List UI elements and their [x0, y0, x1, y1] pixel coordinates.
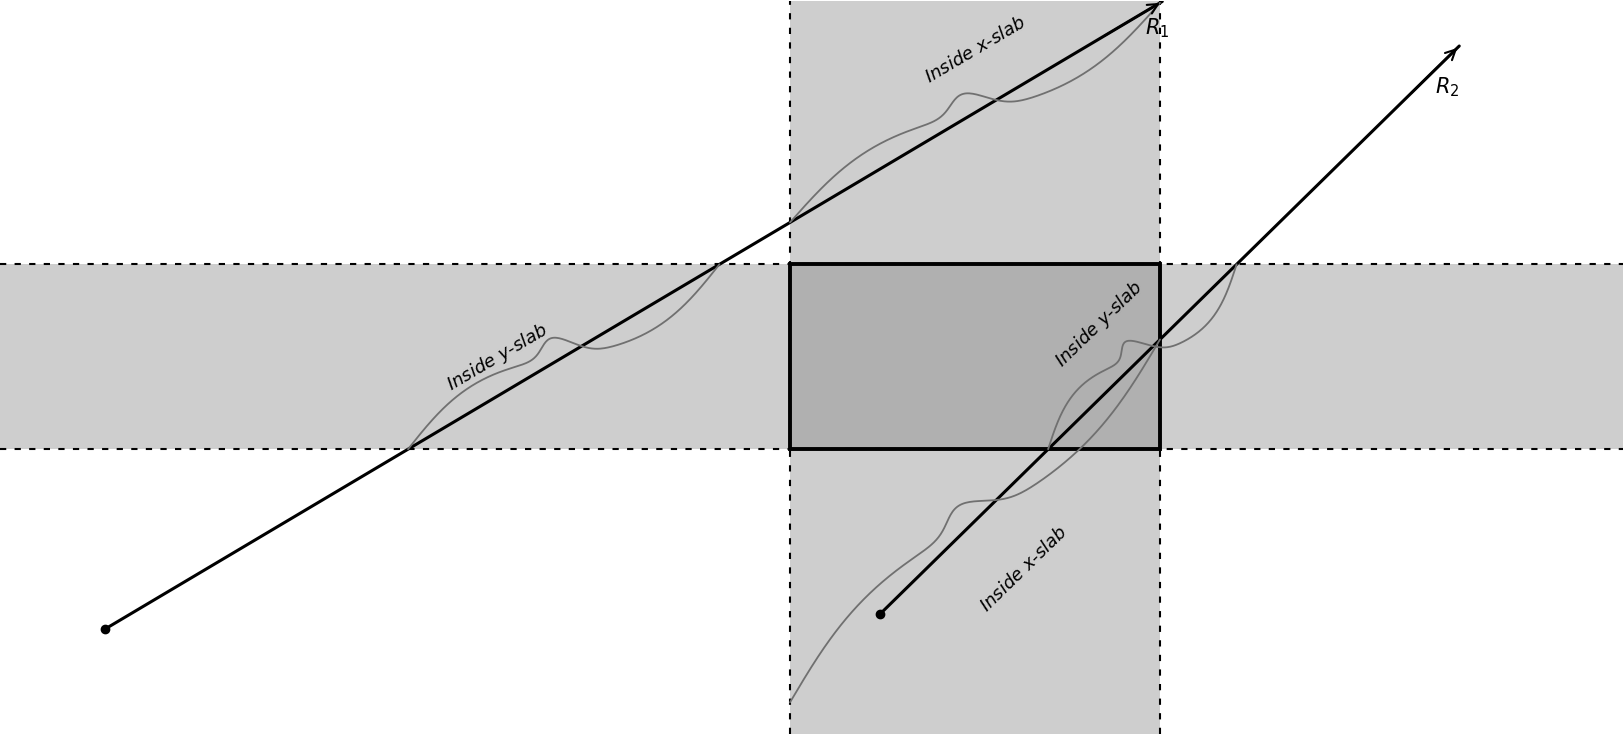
Text: $R_1$: $R_1$ [1144, 16, 1169, 40]
Bar [789, 264, 1159, 449]
Bar [789, 1, 1159, 734]
Text: $R_2$: $R_2$ [1435, 76, 1459, 100]
Text: Inside $x$-slab: Inside $x$-slab [920, 13, 1029, 87]
Bar [789, 264, 1159, 449]
Text: Inside $y$-slab: Inside $y$-slab [1050, 276, 1147, 371]
Text: Inside $y$-slab: Inside $y$-slab [443, 319, 553, 396]
Bar [0, 264, 1623, 449]
Text: Inside $x$-slab: Inside $x$-slab [975, 523, 1070, 616]
